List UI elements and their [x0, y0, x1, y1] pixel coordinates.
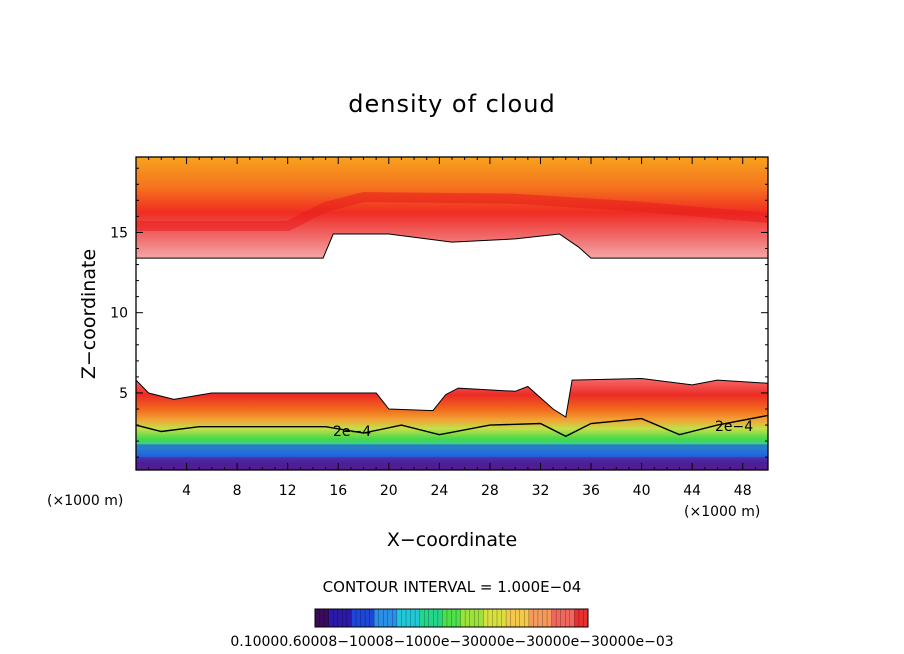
colorbar-swatch	[524, 609, 530, 627]
colorbar-swatch	[396, 609, 402, 627]
colorbar-swatch	[578, 609, 584, 627]
y-tick-label: 5	[119, 386, 128, 402]
colorbar-swatch	[360, 609, 366, 627]
y-axis-ticks: 5 10 15	[110, 167, 768, 458]
colorbar-swatch	[428, 609, 434, 627]
colorbar-swatch	[519, 609, 525, 627]
colorbar-swatch	[556, 609, 562, 627]
colorbar-swatch	[415, 609, 421, 627]
chart-title: density of cloud	[348, 90, 555, 118]
x-axis-title: X−coordinate	[387, 529, 517, 551]
colorbar-swatch	[419, 609, 425, 627]
colorbar-swatch	[560, 609, 566, 627]
colorbar-swatch	[533, 609, 539, 627]
colorbar-swatch	[324, 609, 330, 627]
colorbar-swatch	[510, 609, 516, 627]
colorbar-swatch	[451, 609, 457, 627]
colorbar-swatch	[583, 609, 589, 627]
colorbar-swatch	[574, 609, 580, 627]
colorbar-swatch	[474, 609, 480, 627]
colorbar-swatch	[460, 609, 466, 627]
colorbar-swatch	[424, 609, 430, 627]
contour-interval-label: CONTOUR INTERVAL = 1.000E−04	[323, 578, 582, 596]
colorbar-swatch	[551, 609, 557, 627]
colorbar-swatch	[328, 609, 334, 627]
x-axis-ticks: 4 8 12 16 20 24 28 32 36 40 44 48	[148, 157, 756, 499]
colorbar-swatch	[569, 609, 575, 627]
x-tick-label: 8	[233, 483, 242, 499]
colorbar-swatch	[515, 609, 521, 627]
lower-layer-base-band	[136, 457, 768, 470]
colorbar-swatch	[497, 609, 503, 627]
x-tick-label: 28	[481, 483, 499, 499]
colorbar-swatch	[456, 609, 462, 627]
colorbar-swatch	[465, 609, 471, 627]
y-tick-label: 10	[110, 306, 128, 322]
colorbar-swatch	[378, 609, 384, 627]
contour-lines	[136, 377, 768, 438]
colorbar-swatch	[483, 609, 489, 627]
colorbar-swatch	[392, 609, 398, 627]
x-tick-label: 40	[633, 483, 651, 499]
colorbar-swatch	[351, 609, 357, 627]
y-tick-label: 15	[110, 225, 128, 241]
colorbar-swatch	[565, 609, 571, 627]
x-tick-label: 44	[683, 483, 701, 499]
colorbar-swatch	[406, 609, 412, 627]
y-axis-title: Z−coordinate	[78, 249, 100, 379]
upper-cloud-layer	[136, 157, 768, 259]
colorbar-swatch	[492, 609, 498, 627]
x-tick-label: 16	[329, 483, 347, 499]
x-tick-label: 4	[182, 483, 191, 499]
colorbar-frame	[314, 608, 589, 628]
colorbar-swatch	[446, 609, 452, 627]
colorbar-swatch	[433, 609, 439, 627]
x-unit-right: (×1000 m)	[684, 504, 760, 520]
lower-layer-top-contour	[136, 377, 768, 418]
colorbar-swatch	[542, 609, 548, 627]
contour-label-right: 2e−4	[715, 419, 753, 435]
x-tick-label: 36	[582, 483, 600, 499]
colorbar-swatch	[365, 609, 371, 627]
colorbar-swatch	[342, 609, 348, 627]
colorbar-swatch	[383, 609, 389, 627]
upper-layer-fill	[136, 157, 768, 259]
colorbar-swatch	[506, 609, 512, 627]
colorbar-swatch	[528, 609, 534, 627]
contour-label-left: 2e−4	[333, 424, 371, 440]
x-unit-left: (×1000 m)	[47, 493, 123, 509]
contour-2e-4	[136, 414, 768, 438]
x-tick-label: 12	[279, 483, 297, 499]
upper-layer-base-contour	[136, 233, 768, 259]
colorbar-swatch	[501, 609, 507, 627]
colorbar-swatch	[319, 609, 325, 627]
colorbar-swatch	[374, 609, 380, 627]
lower-layer-blue-band	[136, 444, 768, 458]
colorbar-swatch	[355, 609, 361, 627]
upper-layer-core	[136, 192, 768, 231]
x-tick-label: 24	[430, 483, 448, 499]
colorbar-swatch	[478, 609, 484, 627]
x-tick-label: 32	[532, 483, 550, 499]
colorbar-swatch	[369, 609, 375, 627]
colorbar-swatch	[346, 609, 352, 627]
colorbar-swatch	[437, 609, 443, 627]
colorbar-swatch	[547, 609, 553, 627]
colorbar-swatch	[442, 609, 448, 627]
colorbar-swatch	[315, 609, 321, 627]
colorbar-swatch	[337, 609, 343, 627]
colorbar-swatch	[410, 609, 416, 627]
colorbar-swatch	[387, 609, 393, 627]
colorbar-labels: 0.10000.60008−10008−1000e−30000e−30000e−…	[230, 634, 673, 650]
colorbar-swatch	[487, 609, 493, 627]
colorbar-swatch	[469, 609, 475, 627]
colorbar-swatch	[333, 609, 339, 627]
colorbar	[314, 609, 589, 627]
colorbar-swatch	[537, 609, 543, 627]
lower-cloud-layer	[136, 378, 768, 470]
colorbar-swatch	[401, 609, 407, 627]
x-tick-label: 48	[734, 483, 752, 499]
x-tick-label: 20	[380, 483, 398, 499]
